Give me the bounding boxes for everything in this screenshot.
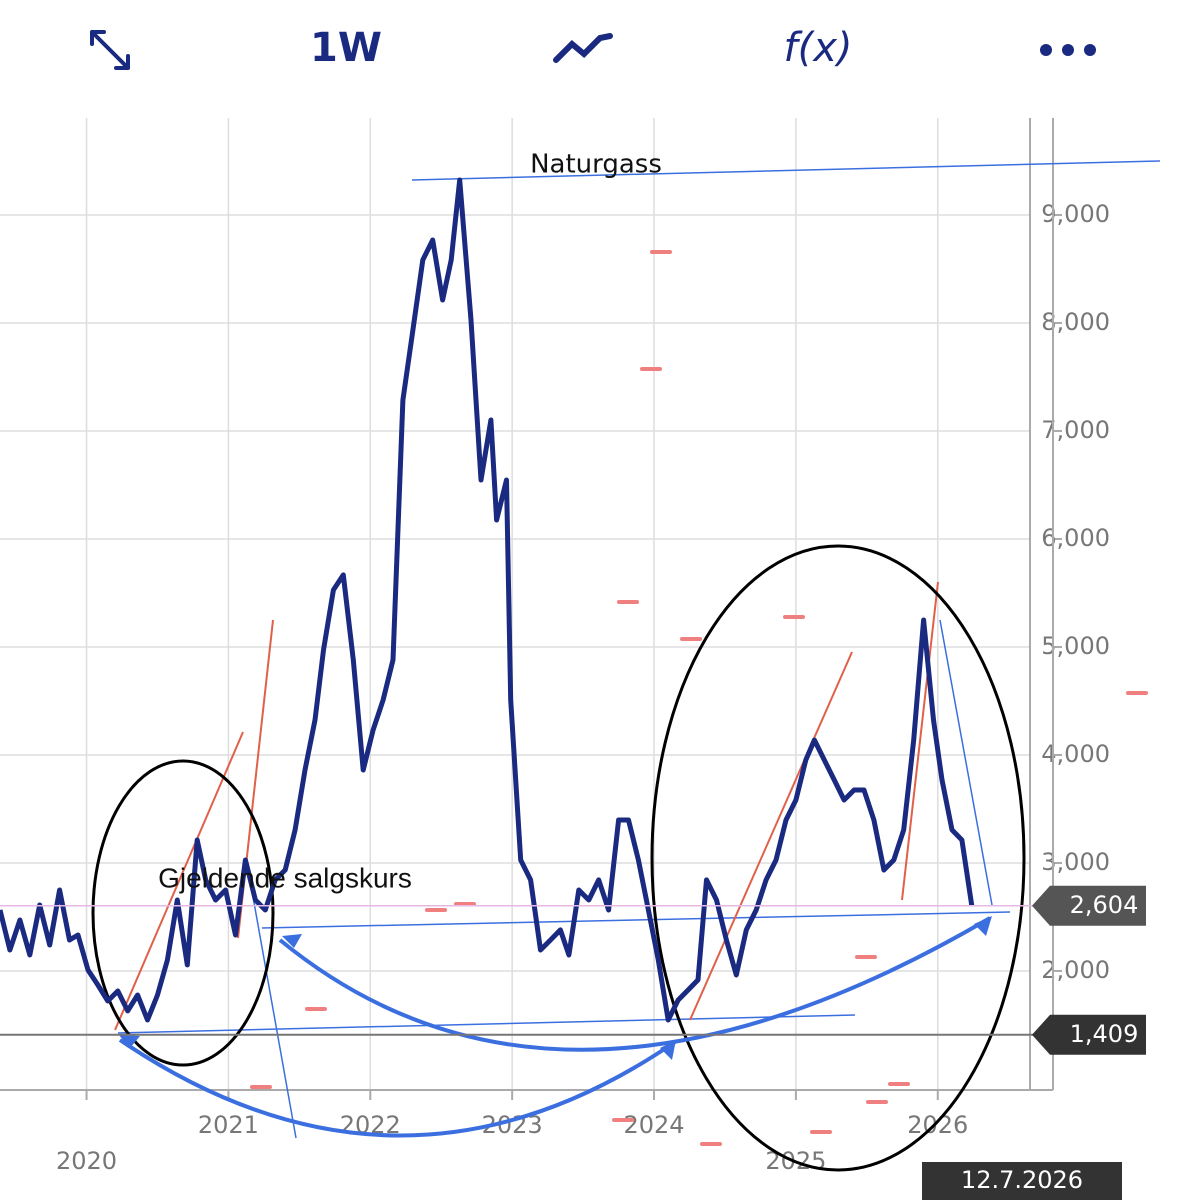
price-tag: [1032, 1014, 1146, 1055]
y-tick-label: 3,000: [1041, 848, 1110, 876]
x-tick-label: 2026: [907, 1111, 968, 1139]
y-tick-label: 4,000: [1041, 740, 1110, 768]
annotation: Gjeldende salgskurs: [158, 862, 412, 893]
more-icon[interactable]: [1040, 44, 1096, 56]
price-tag-label: 2,604: [1070, 891, 1139, 919]
price-tag: [1032, 885, 1146, 926]
crosshair-date-box: [922, 1162, 1122, 1200]
y-tick-label: 9,000: [1041, 200, 1110, 228]
price-line: [0, 177, 975, 1023]
x-tick-label: 2020: [56, 1147, 117, 1175]
chart-type-icon[interactable]: [553, 33, 613, 63]
y-tick-label: 2,000: [1041, 956, 1110, 984]
toolbar: [0, 0, 1192, 104]
y-tick-label: 8,000: [1041, 308, 1110, 336]
x-tick-label: 2024: [623, 1111, 684, 1139]
y-tick-label: 7,000: [1041, 416, 1110, 444]
interval-button[interactable]: 1W: [310, 25, 382, 71]
y-tick-label: 6,000: [1041, 524, 1110, 552]
user-drawings: [91, 160, 1161, 1172]
chart-title: Naturgass: [530, 150, 662, 180]
expand-icon[interactable]: [90, 30, 130, 70]
y-tick-label: 5,000: [1041, 632, 1110, 660]
function-button[interactable]: f(x): [784, 25, 853, 71]
crosshair-date: 12.7.2026: [961, 1166, 1083, 1194]
price-tag-label: 1,409: [1070, 1020, 1139, 1048]
x-tick-label: 2021: [198, 1111, 259, 1139]
